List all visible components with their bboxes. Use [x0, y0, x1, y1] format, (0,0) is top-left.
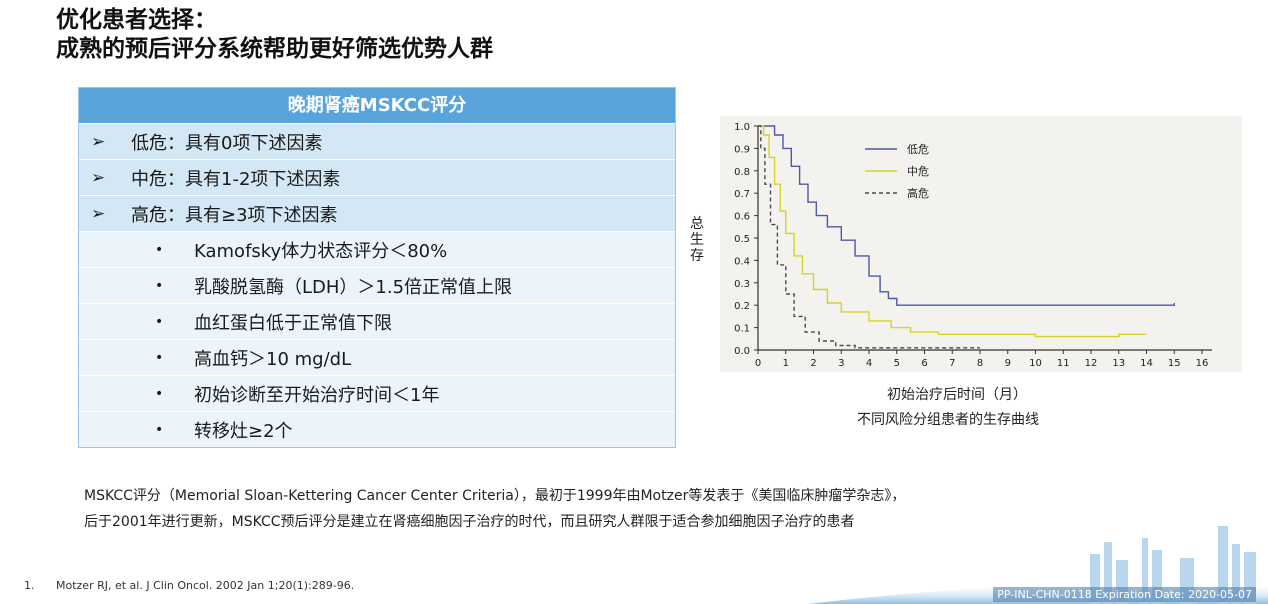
factor-row-label: 转移灶≥2个 — [194, 420, 293, 442]
x-tick-label: 15 — [1168, 358, 1181, 369]
factor-row-metastases: • 转移灶≥2个 — [79, 411, 675, 447]
legend-label-0: 低危 — [907, 143, 929, 156]
x-tick-label: 2 — [810, 358, 816, 369]
x-tick-label: 1 — [783, 358, 789, 369]
risk-row-low: ➢ 低危：具有0项下述因素 — [79, 123, 675, 159]
x-tick-label: 13 — [1112, 358, 1125, 369]
x-tick-label: 0 — [755, 358, 761, 369]
x-tick-label: 6 — [921, 358, 927, 369]
factor-row-kps: • Kamofsky体力状态评分＜80% — [79, 231, 675, 267]
x-tick-label: 14 — [1140, 358, 1153, 369]
factor-row-label: 初始诊断至开始治疗时间＜1年 — [194, 384, 440, 406]
risk-row-label: 低危：具有0项下述因素 — [131, 132, 323, 154]
factor-row-label: 血红蛋白低于正常值下限 — [194, 312, 392, 334]
y-tick-label: 0.4 — [734, 256, 750, 267]
series-line-1 — [758, 125, 1147, 338]
x-tick-label: 9 — [1005, 358, 1011, 369]
description-line1: MSKCC评分（Memorial Sloan-Kettering Cancer … — [84, 488, 906, 504]
factor-row-calcium: • 高血钙＞10 mg/dL — [79, 339, 675, 375]
slide-title: 优化患者选择： 成熟的预后评分系统帮助更好筛选优势人群 — [56, 6, 493, 64]
arrow-bullet-icon: ➢ — [91, 203, 106, 224]
legend-label-1: 中危 — [907, 165, 929, 178]
factor-row-hemoglobin: • 血红蛋白低于正常值下限 — [79, 303, 675, 339]
factor-row-label: Kamofsky体力状态评分＜80% — [194, 240, 448, 262]
reference-text: Motzer RJ, et al. J Clin Oncol. 2002 Jan… — [56, 579, 355, 592]
y-tick-label: 0.9 — [734, 144, 750, 155]
y-tick-label: 0.3 — [734, 279, 750, 290]
survival-chart: 0.00.10.20.30.40.50.60.70.80.91.00 1 2 3 4 5 6… — [734, 122, 1212, 369]
dot-bullet-icon: • — [155, 421, 164, 438]
chart-y-axis-label: 总生存 — [690, 216, 704, 264]
y-tick-label: 0.8 — [734, 167, 750, 178]
document-code: PP-INL-CHN-0118 Expiration Date: 2020-05… — [993, 587, 1256, 602]
x-tick-label: 4 — [866, 358, 872, 369]
mskcc-score-table: 晚期肾癌MSKCC评分 ➢ 低危：具有0项下述因素 ➢ 中危：具有1-2项下述因… — [78, 87, 676, 448]
series-line-2 — [758, 125, 980, 349]
x-tick-label: 7 — [949, 358, 955, 369]
x-tick-label: 10 — [1029, 358, 1042, 369]
y-tick-label: 1.0 — [734, 122, 750, 133]
dot-bullet-icon: • — [155, 241, 164, 258]
y-tick-label: 0.1 — [734, 324, 750, 335]
arrow-bullet-icon: ➢ — [91, 131, 106, 152]
y-tick-label: 0.7 — [734, 189, 750, 200]
dot-bullet-icon: • — [155, 349, 164, 366]
risk-row-intermediate: ➢ 中危：具有1-2项下述因素 — [79, 159, 675, 195]
factor-row-diagnosis-interval: • 初始诊断至开始治疗时间＜1年 — [79, 375, 675, 411]
x-tick-label: 5 — [894, 358, 900, 369]
description-line2: 后于2001年进行更新，MSKCC预后评分是建立在肾癌细胞因子治疗的时代，而且研… — [84, 514, 855, 530]
risk-row-label: 中危：具有1-2项下述因素 — [131, 168, 341, 190]
series-line-0 — [758, 125, 1175, 306]
survival-chart-panel: 0.0 0.1 0.2 0.3 0.4 0.5 0.6 0.7 0.8 0.9 1.0 0 1 2 3 4 5 6… — [720, 116, 1242, 372]
x-tick-label: 3 — [838, 358, 844, 369]
x-tick-label: 11 — [1057, 358, 1070, 369]
dot-bullet-icon: • — [155, 277, 164, 294]
slide-title-line1: 优化患者选择： — [56, 7, 217, 33]
dot-bullet-icon: • — [155, 313, 164, 330]
risk-row-high: ➢ 高危：具有≥3项下述因素 — [79, 195, 675, 231]
legend-label-2: 高危 — [907, 186, 929, 200]
chart-x-axis-label: 初始治疗后时间（月） — [887, 387, 1027, 403]
dot-bullet-icon: • — [155, 385, 164, 402]
y-tick-label: 0.0 — [734, 346, 750, 357]
chart-caption: 不同风险分组患者的生存曲线 — [857, 412, 1039, 428]
x-tick-label: 8 — [977, 358, 983, 369]
x-tick-label: 16 — [1196, 358, 1209, 369]
y-tick-label: 0.2 — [734, 301, 750, 312]
risk-row-label: 高危：具有≥3项下述因素 — [131, 204, 338, 226]
factor-row-label: 高血钙＞10 mg/dL — [194, 348, 352, 370]
y-tick-label: 0.6 — [734, 212, 750, 223]
slide-title-line2: 成熟的预后评分系统帮助更好筛选优势人群 — [56, 36, 493, 62]
reference-number: 1. — [24, 579, 35, 592]
factor-row-label: 乳酸脱氢酶（LDH）＞1.5倍正常值上限 — [194, 276, 513, 298]
mskcc-description: MSKCC评分（Memorial Sloan-Kettering Cancer … — [84, 483, 1234, 535]
arrow-bullet-icon: ➢ — [91, 167, 106, 188]
x-tick-label: 12 — [1085, 358, 1098, 369]
factor-row-ldh: • 乳酸脱氢酶（LDH）＞1.5倍正常值上限 — [79, 267, 675, 303]
table-header: 晚期肾癌MSKCC评分 — [79, 88, 675, 123]
y-tick-label: 0.5 — [734, 234, 750, 245]
